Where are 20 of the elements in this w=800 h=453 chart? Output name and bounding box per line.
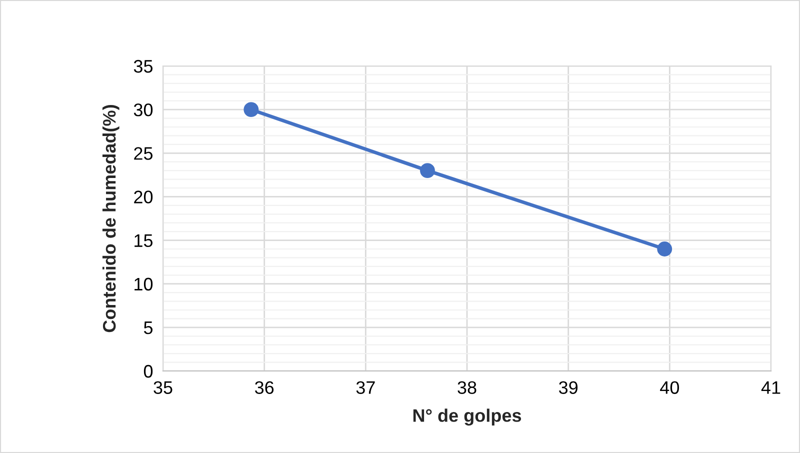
- point: [420, 163, 435, 178]
- y-tick-label: 35: [134, 60, 153, 73]
- y-tick-label: 0: [144, 364, 153, 378]
- y-tick-label: 20: [134, 190, 153, 204]
- x-tick-label: 39: [558, 381, 578, 394]
- y-tick-label: 25: [134, 147, 153, 160]
- x-tick-label: 38: [458, 381, 476, 394]
- y-tick-label: 5: [144, 322, 153, 334]
- y-tick-label: 10: [134, 278, 153, 291]
- y-axis-title: Contenido de humedad(%): [102, 105, 120, 332]
- x-tick-label: 35: [154, 381, 172, 394]
- y-tick-label: 15: [134, 234, 153, 248]
- point: [657, 242, 672, 256]
- y-tick-label: 30: [134, 104, 153, 116]
- x-tick-label: 37: [356, 381, 375, 394]
- point: [244, 102, 259, 118]
- x-tick-label: 36: [254, 381, 274, 394]
- x-axis-title: N° de golpes: [413, 408, 522, 426]
- x-tick-label: 40: [660, 381, 680, 394]
- x-tick-label: 41: [761, 381, 780, 394]
